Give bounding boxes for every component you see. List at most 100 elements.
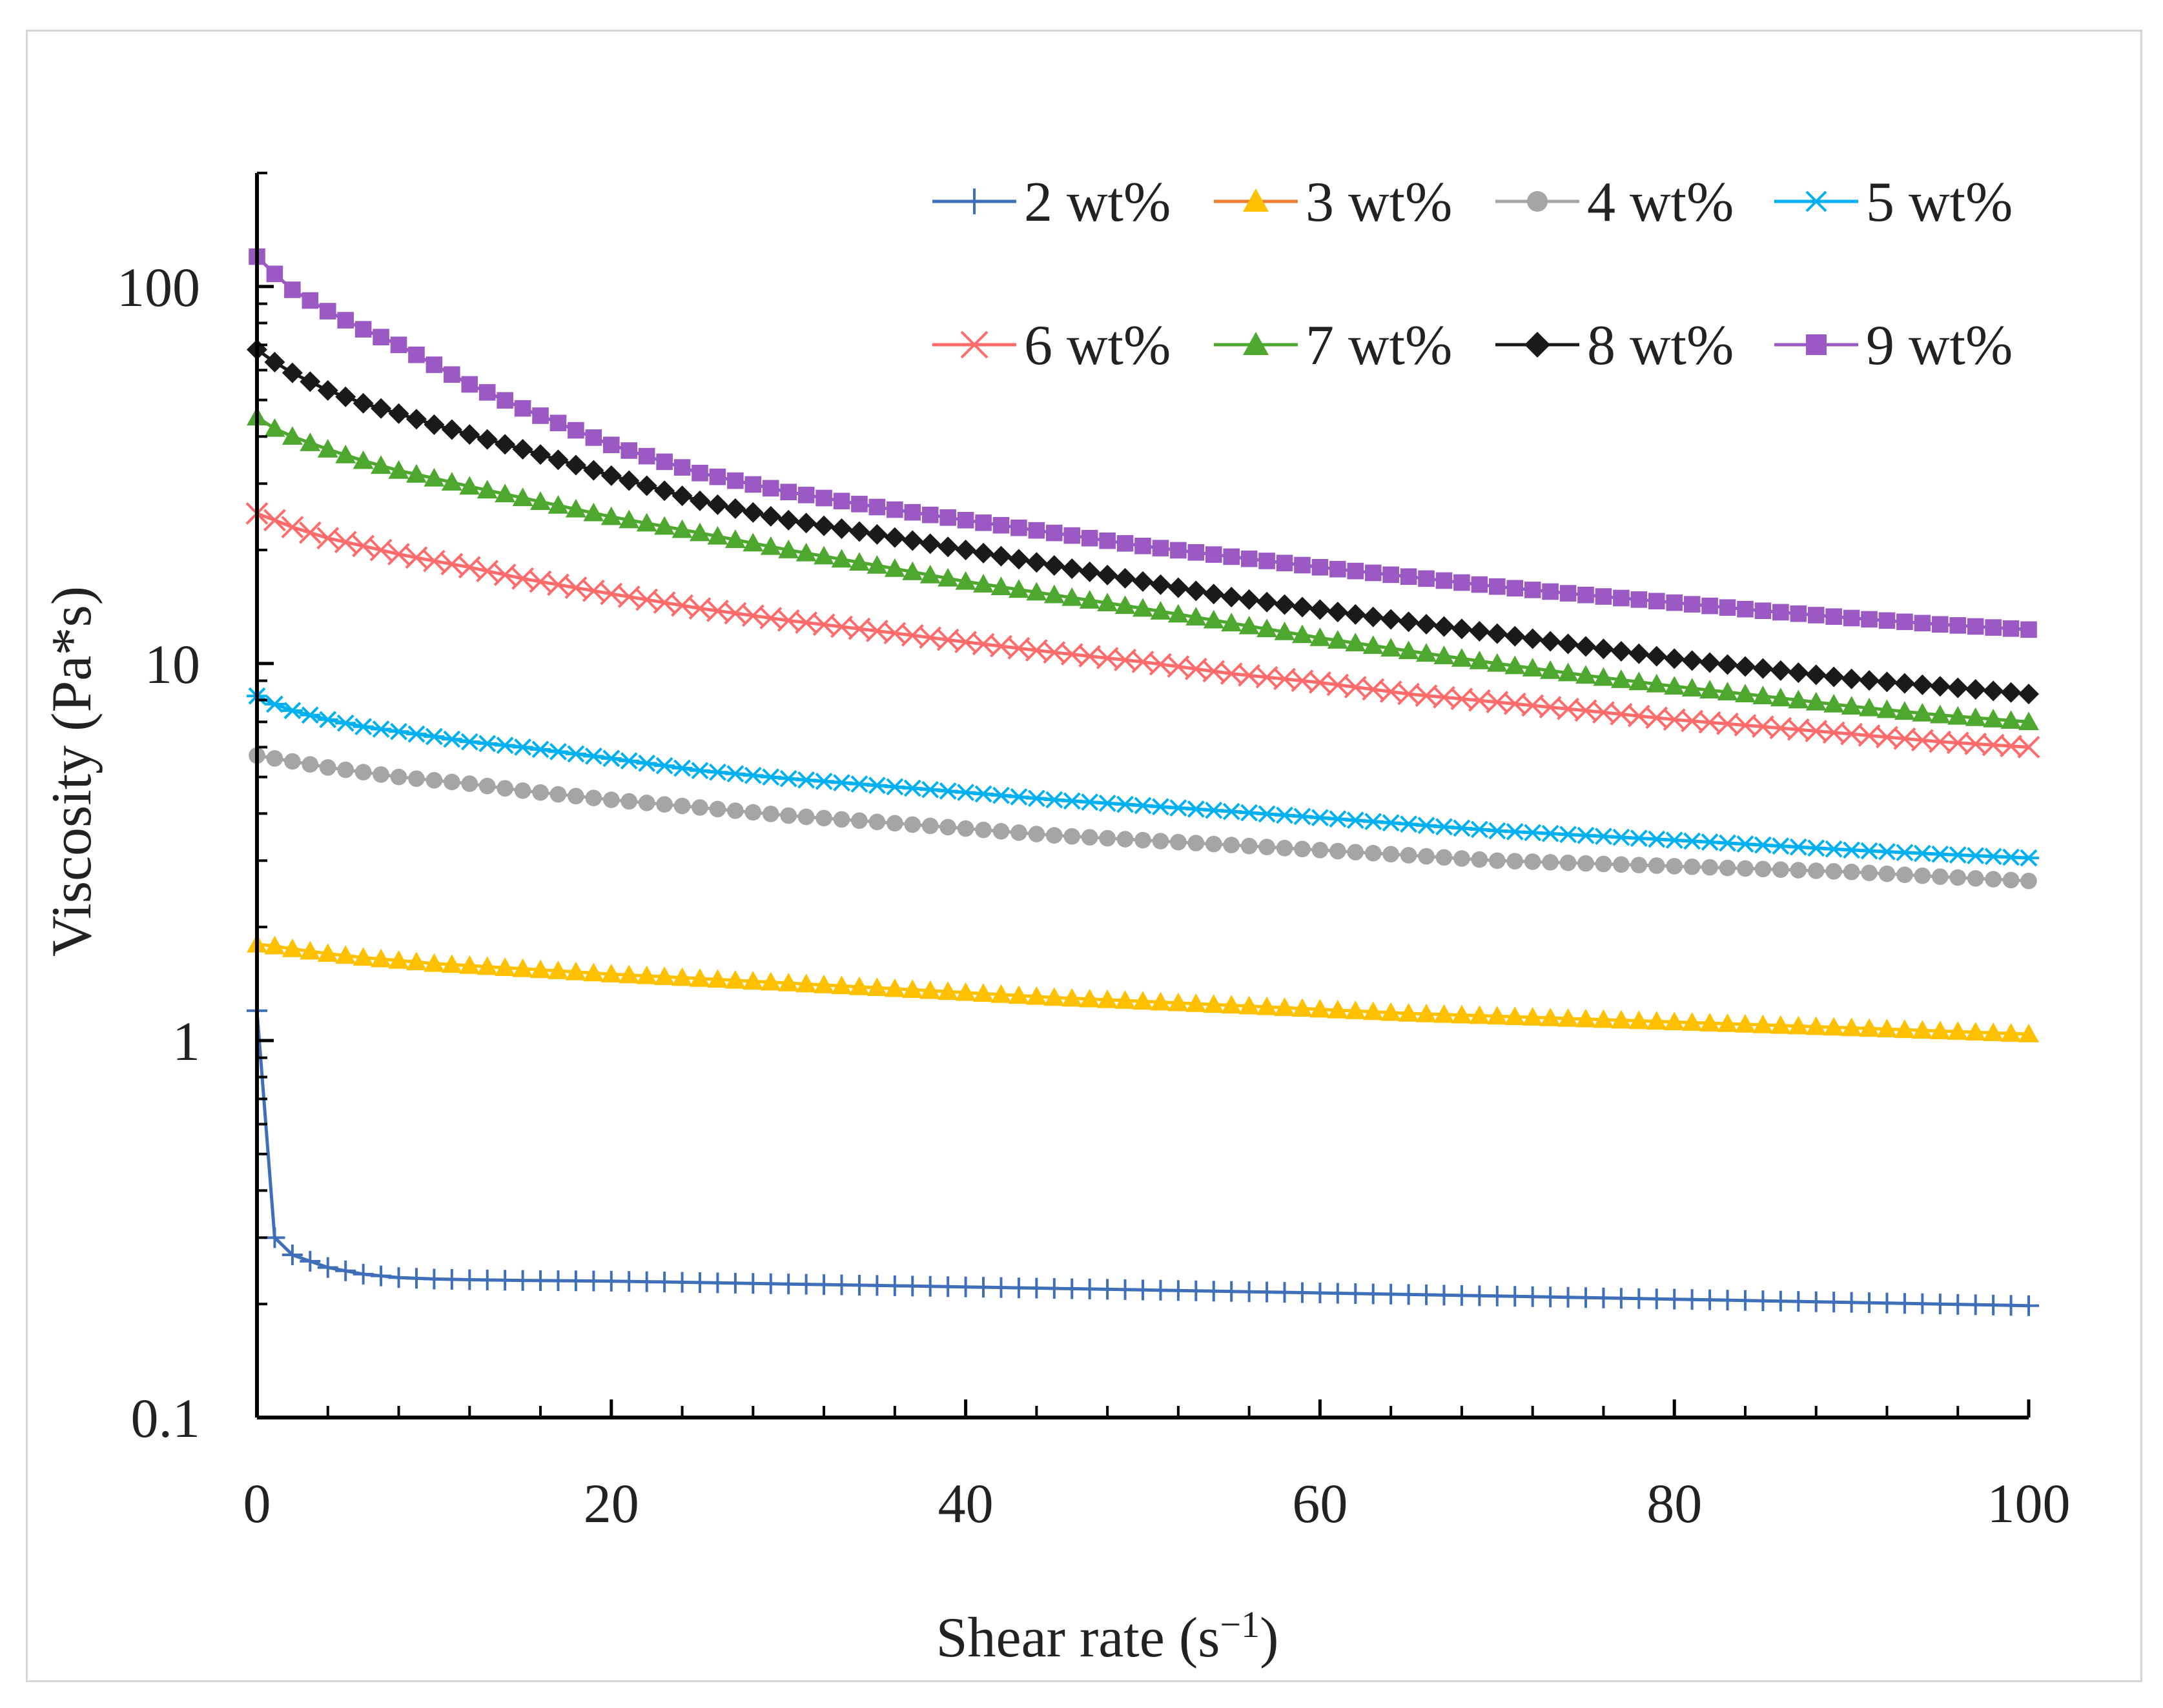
data-point bbox=[424, 414, 445, 435]
data-point-shape bbox=[973, 785, 994, 803]
data-point-shape bbox=[762, 480, 779, 497]
data-point-shape bbox=[1575, 636, 1596, 657]
data-point bbox=[1893, 727, 1916, 750]
data-point bbox=[1079, 988, 1100, 1008]
data-point bbox=[1362, 606, 1384, 627]
data-point bbox=[1734, 1013, 1756, 1033]
data-point-shape bbox=[795, 513, 817, 534]
data-point bbox=[264, 695, 285, 713]
data-point bbox=[1116, 831, 1134, 848]
data-point-shape bbox=[1770, 1290, 1791, 1312]
data-point-shape bbox=[337, 761, 354, 778]
data-point-shape bbox=[1114, 649, 1136, 671]
data-point-shape bbox=[1380, 1002, 1402, 1021]
data-point bbox=[2018, 849, 2039, 867]
data-point-shape bbox=[529, 570, 552, 593]
data-point-shape bbox=[1663, 708, 1686, 731]
data-point-shape bbox=[955, 982, 976, 1001]
data-point-shape bbox=[1577, 855, 1594, 872]
data-point bbox=[1805, 720, 1828, 742]
data-point-shape bbox=[1719, 599, 1736, 616]
data-point-shape bbox=[1008, 579, 1029, 598]
data-point bbox=[1522, 658, 1543, 677]
data-point-shape bbox=[654, 966, 675, 986]
data-point-shape bbox=[564, 576, 588, 599]
data-point bbox=[1398, 640, 1419, 660]
data-point-shape bbox=[335, 714, 356, 732]
data-point bbox=[1595, 588, 1612, 605]
data-point-shape bbox=[1079, 988, 1100, 1008]
data-point bbox=[1790, 862, 1807, 879]
data-point bbox=[424, 1268, 445, 1290]
data-point-shape bbox=[390, 768, 407, 786]
data-point-shape bbox=[1489, 852, 1506, 869]
data-point-shape bbox=[1400, 847, 1417, 864]
legend-label: 9 wt% bbox=[1866, 314, 2013, 377]
data-point-shape bbox=[795, 973, 817, 993]
data-point-shape bbox=[1627, 704, 1650, 727]
data-point-shape bbox=[1061, 558, 1083, 579]
data-point-shape bbox=[1114, 795, 1136, 813]
data-point-shape bbox=[1345, 1001, 1366, 1019]
data-point bbox=[1309, 599, 1331, 620]
data-point bbox=[1240, 550, 1258, 567]
data-point-shape bbox=[1097, 989, 1118, 1008]
data-point bbox=[495, 737, 516, 755]
data-point-shape bbox=[778, 769, 799, 788]
data-point-shape bbox=[1666, 858, 1683, 875]
data-point-shape bbox=[831, 975, 852, 995]
data-point-shape bbox=[1841, 1292, 1862, 1313]
data-point-shape bbox=[1255, 666, 1278, 689]
data-point bbox=[1701, 859, 1718, 876]
data-point bbox=[1364, 844, 1382, 862]
data-point bbox=[477, 956, 498, 975]
data-point bbox=[1061, 1278, 1083, 1299]
data-point bbox=[1026, 986, 1047, 1005]
data-point-shape bbox=[1613, 856, 1630, 873]
data-point-shape bbox=[1610, 1010, 1632, 1029]
data-point bbox=[1946, 731, 1969, 755]
data-point-shape bbox=[1985, 619, 2002, 636]
data-point-shape bbox=[2000, 682, 2022, 703]
data-point-shape bbox=[1063, 527, 1081, 544]
data-point bbox=[1205, 835, 1222, 853]
data-point-shape bbox=[1947, 1294, 1969, 1315]
data-point bbox=[707, 763, 728, 781]
data-point-shape bbox=[1681, 1289, 1703, 1310]
data-point bbox=[300, 371, 321, 392]
data-point bbox=[797, 808, 815, 826]
data-point-shape bbox=[1876, 671, 1898, 693]
data-point bbox=[992, 516, 1010, 534]
data-point-shape bbox=[1060, 643, 1083, 666]
data-point bbox=[1628, 1010, 1650, 1030]
data-point-shape bbox=[955, 540, 976, 561]
data-point bbox=[1433, 818, 1455, 836]
data-point-shape bbox=[1114, 567, 1136, 589]
data-point-shape bbox=[1400, 568, 1417, 585]
data-point-shape bbox=[1630, 591, 1648, 608]
data-point-shape bbox=[1274, 806, 1295, 824]
data-point bbox=[1347, 562, 1364, 580]
data-point bbox=[814, 515, 835, 536]
data-point-shape bbox=[1398, 640, 1419, 660]
data-point bbox=[1152, 833, 1169, 849]
data-point-shape bbox=[1398, 1284, 1419, 1305]
data-point bbox=[1486, 653, 1508, 672]
data-point bbox=[335, 444, 356, 463]
data-point-shape bbox=[1965, 1022, 1986, 1041]
data-point-shape bbox=[1896, 613, 1913, 631]
data-point-shape bbox=[868, 813, 886, 831]
data-point bbox=[585, 789, 602, 806]
data-point-shape bbox=[369, 538, 393, 562]
data-point-shape bbox=[476, 560, 499, 583]
data-point bbox=[371, 720, 392, 738]
data-point bbox=[585, 429, 602, 446]
data-point-shape bbox=[1043, 554, 1065, 576]
data-point-shape bbox=[1610, 669, 1632, 688]
data-point bbox=[1471, 576, 1488, 593]
data-point bbox=[866, 777, 888, 795]
data-point bbox=[1540, 1286, 1561, 1308]
data-point bbox=[1167, 992, 1189, 1012]
data-point bbox=[1575, 636, 1596, 657]
data-point-shape bbox=[848, 617, 871, 640]
